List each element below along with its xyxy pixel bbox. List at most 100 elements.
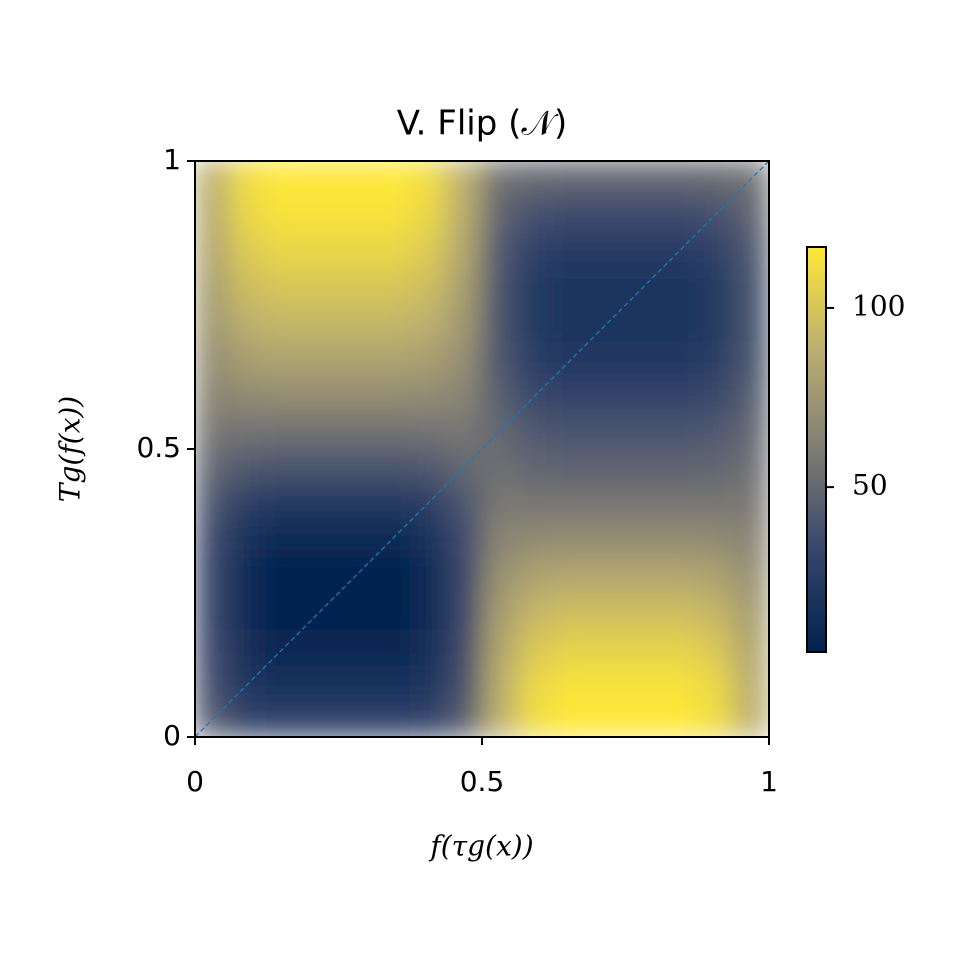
heatmap-cell [302, 484, 339, 522]
heatmap-cell [338, 592, 375, 630]
heatmap-cell [732, 340, 769, 378]
heatmap-cell [732, 520, 769, 558]
heatmap-cell [338, 376, 375, 414]
heatmap-cell [409, 520, 447, 558]
heatmap-cell [409, 340, 447, 378]
heatmap-cell [517, 304, 555, 342]
heatmap-cell [660, 161, 698, 198]
heatmap-cell [553, 376, 591, 414]
heatmap-cell [517, 484, 555, 522]
heatmap-cell [445, 232, 483, 270]
heatmap-cell [732, 556, 769, 594]
heatmap-cell [266, 520, 304, 558]
x-axis-label: f(τg(x)) [428, 830, 533, 863]
heatmap-cell [625, 232, 662, 270]
heatmap-cell [409, 412, 447, 450]
heatmap-cell [445, 484, 483, 522]
heatmap-cell [195, 268, 232, 306]
heatmap-cell [696, 161, 734, 198]
heatmap-cell [481, 628, 519, 666]
heatmap-cell [660, 340, 698, 378]
heatmap-cell [553, 304, 591, 342]
heatmap-cell [517, 448, 555, 486]
heatmap-cell [266, 232, 304, 270]
heatmap-cell [660, 520, 698, 558]
heatmap-cell [696, 628, 734, 666]
heatmap-cell [373, 700, 411, 737]
heatmap-cell [481, 196, 519, 234]
heatmap-cell [481, 376, 519, 414]
heatmap-cell [517, 196, 555, 234]
heatmap-cell [481, 520, 519, 558]
heatmap-cell [553, 556, 591, 594]
heatmap-cell [660, 412, 698, 450]
heatmap-cell [195, 628, 232, 666]
heatmap-cell [266, 664, 304, 702]
heatmap-cell [338, 484, 375, 522]
x-tick-label: 0.5 [460, 765, 505, 798]
heatmap-cell [696, 520, 734, 558]
heatmap-cell [660, 556, 698, 594]
heatmap-cell [195, 196, 232, 234]
heatmap-cell [481, 340, 519, 378]
heatmap-cell [481, 484, 519, 522]
heatmap-cell [195, 304, 232, 342]
heatmap-cell [696, 268, 734, 306]
heatmap-cell [625, 592, 662, 630]
heatmap-cell [266, 412, 304, 450]
heatmap-cell [409, 628, 447, 666]
heatmap-cell [409, 304, 447, 342]
heatmap-cell [409, 556, 447, 594]
heatmap-cell [195, 340, 232, 378]
heatmap-cell [302, 161, 339, 198]
y-tick-label: 1 [163, 143, 181, 176]
heatmap-cell [302, 556, 339, 594]
heatmap-cell [266, 556, 304, 594]
heatmap-cell [195, 664, 232, 702]
heatmap-cell [230, 232, 268, 270]
heatmap-cell [625, 556, 662, 594]
heatmap-cell [625, 520, 662, 558]
heatmap-cell [553, 232, 591, 270]
heatmap-cell [266, 340, 304, 378]
heatmap-cell [230, 196, 268, 234]
colorbar-tick-label: 50 [852, 469, 888, 502]
heatmap-cell [625, 376, 662, 414]
heatmap-cell [409, 700, 447, 737]
heatmap-cell [660, 628, 698, 666]
heatmap-cell [302, 412, 339, 450]
heatmap-cell [230, 628, 268, 666]
heatmap-cell [373, 268, 411, 306]
heatmap-cell [696, 484, 734, 522]
heatmap-cell [195, 232, 232, 270]
heatmap-cell [696, 448, 734, 486]
heatmap-cell [481, 556, 519, 594]
chart-title: V. Flip (𝒩) [397, 104, 567, 144]
heatmap-cell [481, 592, 519, 630]
heatmap-cell [625, 628, 662, 666]
heatmap-cell [589, 196, 626, 234]
heatmap-cell [732, 628, 769, 666]
heatmap-cell [589, 664, 626, 702]
heatmap-cell [445, 664, 483, 702]
heatmap-cell [517, 161, 555, 198]
heatmap-cell [409, 448, 447, 486]
heatmap-cell [302, 232, 339, 270]
heatmap-cell [230, 556, 268, 594]
heatmap-cell [625, 448, 662, 486]
heatmap-cell [732, 700, 769, 737]
overlay: 0 0.5 1 0 0.5 1 50 100 [136, 143, 905, 798]
heatmap-cell [589, 592, 626, 630]
heatmap-cell [338, 232, 375, 270]
heatmap-cell [195, 592, 232, 630]
heatmap-cell [230, 304, 268, 342]
heatmap-cell [517, 700, 555, 737]
heatmap-cell [373, 448, 411, 486]
heatmap-cell [373, 556, 411, 594]
heatmap-cell [517, 232, 555, 270]
heatmap-cell [373, 161, 411, 198]
heatmap-cell [660, 196, 698, 234]
heatmap-cell [553, 161, 591, 198]
heatmap-cell [373, 412, 411, 450]
heatmap-cell [338, 448, 375, 486]
